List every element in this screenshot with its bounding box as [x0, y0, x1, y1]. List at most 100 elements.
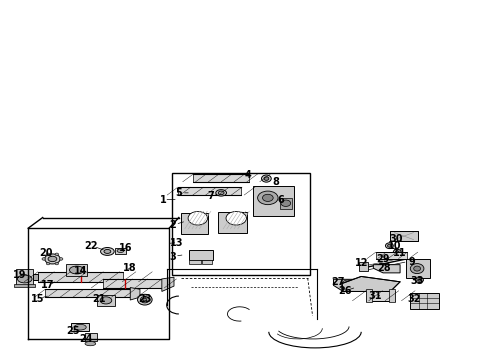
- Text: 32: 32: [406, 294, 420, 303]
- Ellipse shape: [264, 177, 268, 180]
- Ellipse shape: [42, 258, 45, 260]
- Bar: [103, 279, 162, 288]
- Ellipse shape: [69, 266, 84, 274]
- Text: 22: 22: [84, 241, 98, 251]
- Ellipse shape: [262, 194, 273, 202]
- Bar: [409, 293, 438, 309]
- Text: 24: 24: [80, 334, 93, 344]
- Polygon shape: [341, 276, 399, 292]
- Ellipse shape: [48, 256, 57, 262]
- Text: 10: 10: [386, 241, 400, 251]
- Bar: [193, 174, 249, 182]
- Ellipse shape: [18, 275, 32, 283]
- Ellipse shape: [409, 264, 423, 274]
- Text: 3: 3: [169, 252, 176, 262]
- Polygon shape: [130, 288, 140, 300]
- Bar: [189, 250, 213, 260]
- Text: 25: 25: [66, 326, 80, 336]
- Ellipse shape: [281, 200, 290, 206]
- Text: 7: 7: [206, 191, 213, 201]
- Text: 8: 8: [272, 177, 279, 187]
- Bar: [66, 264, 87, 276]
- Text: 27: 27: [330, 277, 344, 287]
- Ellipse shape: [218, 191, 224, 195]
- Text: 1: 1: [159, 195, 166, 204]
- Bar: [171, 173, 309, 275]
- Bar: [178, 187, 241, 195]
- Bar: [45, 289, 130, 297]
- Text: 30: 30: [388, 234, 402, 244]
- Text: 21: 21: [92, 294, 105, 303]
- Text: 11: 11: [392, 248, 406, 258]
- Ellipse shape: [74, 324, 86, 330]
- Ellipse shape: [261, 175, 271, 182]
- Text: 9: 9: [408, 257, 415, 267]
- Bar: [406, 259, 429, 278]
- Bar: [375, 252, 407, 258]
- Text: 14: 14: [74, 266, 87, 276]
- Ellipse shape: [85, 342, 96, 346]
- Bar: [97, 295, 115, 306]
- Text: 18: 18: [123, 262, 137, 273]
- Ellipse shape: [46, 262, 50, 265]
- Text: 31: 31: [367, 291, 381, 301]
- Text: 20: 20: [40, 248, 53, 258]
- Text: 5: 5: [175, 188, 182, 198]
- Ellipse shape: [60, 258, 63, 260]
- Bar: [16, 269, 33, 285]
- Ellipse shape: [46, 253, 50, 256]
- Ellipse shape: [257, 191, 278, 204]
- Text: 13: 13: [169, 238, 183, 248]
- Text: 15: 15: [31, 294, 44, 303]
- Ellipse shape: [386, 244, 390, 247]
- Text: 29: 29: [375, 253, 388, 264]
- Bar: [279, 198, 291, 208]
- Bar: [366, 289, 371, 302]
- Bar: [253, 186, 293, 216]
- Bar: [202, 260, 211, 264]
- Ellipse shape: [413, 266, 420, 271]
- Ellipse shape: [101, 248, 114, 255]
- Text: 28: 28: [376, 262, 390, 273]
- Ellipse shape: [142, 298, 146, 301]
- Text: 4: 4: [244, 170, 251, 180]
- Bar: [217, 212, 246, 233]
- Text: 26: 26: [337, 287, 351, 296]
- Text: 19: 19: [13, 270, 26, 280]
- Ellipse shape: [415, 278, 423, 283]
- Bar: [366, 291, 394, 301]
- Polygon shape: [333, 279, 355, 292]
- Text: 16: 16: [119, 243, 132, 253]
- Text: 6: 6: [277, 195, 284, 204]
- Ellipse shape: [44, 254, 60, 264]
- Ellipse shape: [104, 249, 111, 253]
- Ellipse shape: [341, 280, 353, 287]
- Ellipse shape: [55, 262, 59, 265]
- Bar: [389, 231, 417, 242]
- Bar: [14, 284, 35, 287]
- Ellipse shape: [117, 249, 123, 252]
- Ellipse shape: [188, 211, 207, 225]
- Bar: [358, 262, 367, 271]
- Text: 2: 2: [169, 220, 176, 230]
- Polygon shape: [162, 277, 174, 292]
- Ellipse shape: [392, 249, 400, 255]
- Text: 33: 33: [409, 276, 423, 286]
- Bar: [389, 231, 417, 242]
- Bar: [115, 248, 126, 253]
- Ellipse shape: [225, 211, 246, 225]
- Ellipse shape: [417, 279, 421, 281]
- Ellipse shape: [55, 253, 59, 256]
- Bar: [71, 323, 89, 331]
- Ellipse shape: [137, 294, 152, 305]
- Ellipse shape: [100, 297, 112, 304]
- Text: 12: 12: [355, 258, 368, 268]
- Ellipse shape: [215, 190, 226, 196]
- Bar: [388, 289, 394, 302]
- Ellipse shape: [385, 243, 392, 249]
- Text: 17: 17: [41, 280, 54, 291]
- Polygon shape: [372, 265, 399, 273]
- Bar: [181, 213, 207, 234]
- Bar: [84, 333, 97, 341]
- Text: 23: 23: [138, 294, 151, 303]
